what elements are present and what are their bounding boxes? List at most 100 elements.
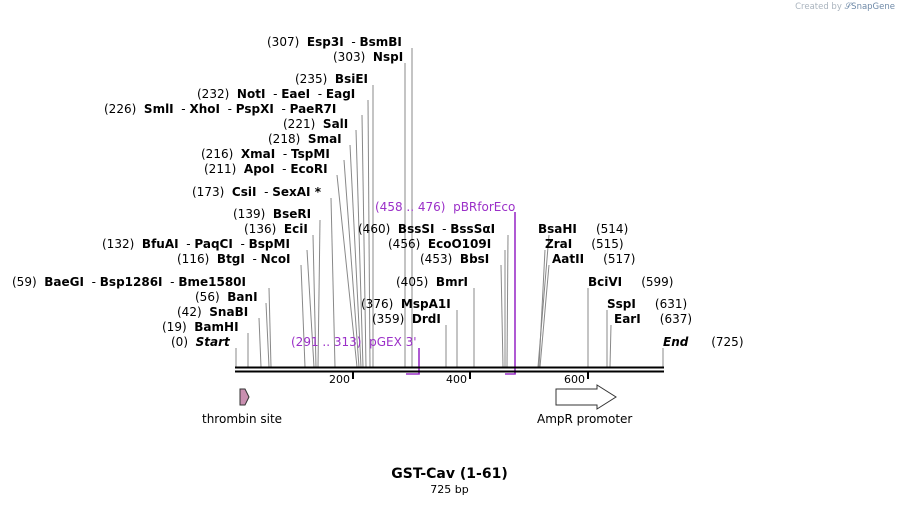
- site-label[interactable]: (232) NotI - EaeI - EagI: [197, 87, 356, 101]
- end-marker[interactable]: End (725): [663, 335, 744, 349]
- enzyme-name: BspMI: [248, 237, 290, 251]
- site-label[interactable]: (56) BanI: [195, 290, 258, 304]
- site-label[interactable]: ZraI (515): [545, 237, 624, 251]
- site-label[interactable]: (211) ApoI - EcoRI: [204, 162, 328, 176]
- enzyme-name: BanI: [227, 290, 258, 304]
- enzyme-name: AatII: [552, 252, 585, 266]
- primer-pbr-label[interactable]: (458 .. 476) pBRforEco: [375, 200, 515, 214]
- enzyme-name: EarI: [614, 312, 641, 326]
- start-pos: (0): [171, 335, 188, 349]
- leader-xmai: [343, 159, 360, 368]
- site-label[interactable]: (173) CsiI - SexAI *: [192, 185, 321, 199]
- leader-ecii: [312, 234, 317, 368]
- credit-brand: SnapGene: [851, 2, 895, 12]
- site-label[interactable]: (307) Esp3I - BsmBI: [267, 35, 402, 49]
- enzyme-name: BssSI: [397, 222, 435, 236]
- thrombin-site-feature[interactable]: [239, 388, 250, 406]
- enzyme-name: ZraI: [545, 237, 573, 251]
- leader-snabi: [258, 317, 262, 368]
- site-label[interactable]: (303) NspI: [333, 50, 404, 64]
- leader-smli: [361, 114, 367, 368]
- ampr-promoter-feature[interactable]: [555, 384, 617, 410]
- credit-prefix: Created by: [795, 2, 842, 12]
- enzyme-name: SexAI *: [272, 185, 321, 199]
- site-label[interactable]: (218) SmaI: [268, 132, 342, 146]
- site-label[interactable]: (139) BseRI: [233, 207, 312, 221]
- plasmid-size: 725 bp: [430, 483, 469, 496]
- enzyme-name: BfuAI: [141, 237, 179, 251]
- enzyme-name: CsiI: [231, 185, 257, 199]
- thrombin-site-label: thrombin site: [202, 412, 283, 426]
- site-label[interactable]: (235) BsiEI: [295, 72, 368, 86]
- snapgene-credit: Created by 𝒮SnapGene: [795, 2, 895, 12]
- site-label[interactable]: (59) BaeGI - Bsp1286I - Bme1580I: [12, 275, 246, 289]
- site-label[interactable]: (221) SalI: [283, 117, 349, 131]
- leader-bsssi: [506, 234, 509, 368]
- enzyme-name: BaeGI: [44, 275, 84, 289]
- leader-smai: [349, 144, 362, 368]
- snapgene-logo-icon: 𝒮: [844, 2, 852, 12]
- end-pos: (725): [711, 335, 744, 349]
- enzyme-name: XmaI: [240, 147, 276, 161]
- end-name: End: [663, 335, 689, 349]
- enzyme-name: EcoO109I: [427, 237, 492, 251]
- enzyme-name: NotI: [236, 87, 266, 101]
- site-label[interactable]: (226) SmlI - XhoI - PspXI - PaeR7I: [104, 102, 337, 116]
- enzyme-name: BtgI: [216, 252, 245, 266]
- enzyme-name: BssSαI: [450, 222, 496, 236]
- enzyme-name: NspI: [372, 50, 404, 64]
- leader-aatii: [539, 264, 550, 368]
- leader-csii: [330, 197, 336, 368]
- site-label[interactable]: (453) BbsI: [420, 252, 490, 266]
- site-label[interactable]: (405) BmrI: [396, 275, 468, 289]
- site-label[interactable]: (19) BamHI: [162, 320, 239, 334]
- enzyme-name: BbsI: [459, 252, 490, 266]
- enzyme-name: PaqCI: [194, 237, 233, 251]
- enzyme-name: SalI: [322, 117, 349, 131]
- enzyme-name: BseRI: [272, 207, 312, 221]
- leader-bseri: [317, 219, 321, 368]
- enzyme-name: Esp3I: [306, 35, 344, 49]
- site-label[interactable]: BsaHI (514): [538, 222, 629, 236]
- leader-btgi: [300, 264, 306, 368]
- tick-label-200: 200: [329, 373, 350, 386]
- enzyme-name: PaeR7I: [289, 102, 337, 116]
- site-label[interactable]: SspI (631): [607, 297, 688, 311]
- enzyme-name: NcoI: [260, 252, 291, 266]
- site-label[interactable]: (216) XmaI - TspMI: [201, 147, 330, 161]
- start-name: Start: [195, 335, 230, 349]
- leader-apoi: [336, 174, 358, 368]
- site-label[interactable]: (42) SnaBI: [177, 305, 249, 319]
- enzyme-name: ApoI: [243, 162, 275, 176]
- enzyme-name: Bsp1286I: [99, 275, 163, 289]
- site-label[interactable]: (136) EciI: [244, 222, 308, 236]
- site-label[interactable]: EarI (637): [614, 312, 693, 326]
- enzyme-name: EciI: [283, 222, 308, 236]
- leader-bani: [265, 302, 270, 368]
- enzyme-name: BsiEI: [334, 72, 368, 86]
- enzyme-name: DrdI: [411, 312, 441, 326]
- site-label[interactable]: (359) DrdI: [372, 312, 441, 326]
- ruler-ticks: [352, 371, 589, 379]
- primer-pgex3-label[interactable]: (291 .. 313) pGEX 3': [291, 335, 417, 349]
- enzyme-name: Bme1580I: [178, 275, 246, 289]
- enzyme-name: BsaHI: [538, 222, 577, 236]
- enzyme-name: TspMI: [291, 147, 330, 161]
- enzyme-name: SspI: [607, 297, 636, 311]
- enzyme-name: EcoRI: [290, 162, 328, 176]
- site-label[interactable]: (116) BtgI - NcoI: [177, 252, 291, 266]
- site-label[interactable]: BciVI (599): [588, 275, 674, 289]
- leader-bbsi: [500, 264, 504, 368]
- enzyme-name: BciVI: [588, 275, 623, 289]
- primer-pbr-name: pBRforEco: [453, 200, 516, 214]
- site-label[interactable]: (376) MspA1I: [361, 297, 451, 311]
- site-label[interactable]: AatII (517): [552, 252, 636, 266]
- site-label[interactable]: (456) EcoO109I: [388, 237, 492, 251]
- ampr-promoter-label: AmpR promoter: [537, 412, 633, 426]
- start-marker[interactable]: (0) Start: [171, 335, 230, 349]
- site-label[interactable]: (132) BfuAI - PaqCI - BspMI: [102, 237, 290, 251]
- site-label[interactable]: (460) BssSI - BssSαI: [358, 222, 496, 236]
- leader-eari: [609, 324, 612, 368]
- primer-pgex3-name: pGEX 3': [369, 335, 417, 349]
